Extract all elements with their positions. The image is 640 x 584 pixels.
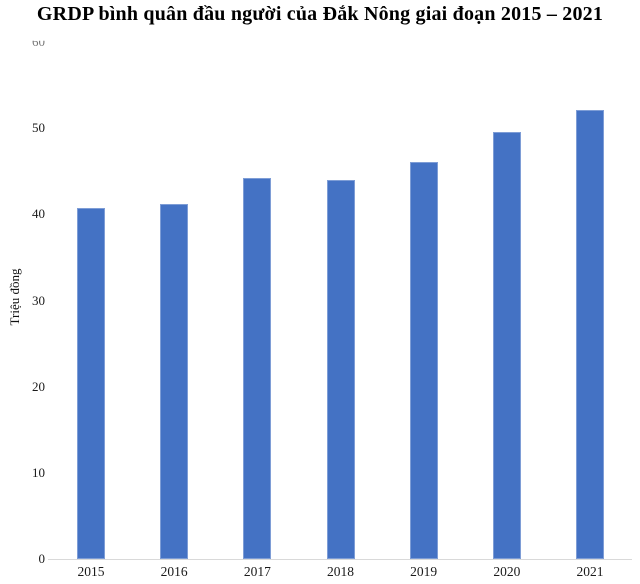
y-tick-label-60: 60 — [32, 34, 45, 49]
plot-area — [48, 42, 632, 560]
x-tick-label-2017: 2017 — [243, 564, 271, 579]
chart-title: GRDP bình quân đầu người của Đắk Nông gi… — [36, 3, 604, 25]
bar-2017 — [243, 178, 272, 559]
x-tick-label-2020: 2020 — [493, 564, 521, 579]
x-tick-label-2019: 2019 — [410, 564, 438, 579]
y-tick-label-30: 30 — [32, 292, 45, 308]
bar-2020 — [492, 132, 521, 559]
x-tick-label-2021: 2021 — [576, 564, 604, 579]
bar-2016 — [160, 204, 189, 559]
bar-2019 — [409, 162, 438, 559]
y-tick-label-40: 40 — [32, 206, 45, 222]
bar-2018 — [326, 180, 355, 559]
bar-2015 — [77, 208, 105, 559]
y-tick-label-20: 20 — [32, 378, 45, 394]
y-tick-label-0: 0 — [38, 551, 46, 566]
x-tick-label-2015: 2015 — [77, 564, 105, 579]
y-tick-label-10: 10 — [32, 464, 45, 480]
x-tick-label-2016: 2016 — [160, 564, 188, 579]
x-tick-label-2018: 2018 — [327, 564, 354, 579]
bar-2021 — [576, 110, 604, 559]
y-tick-label-50: 50 — [32, 120, 45, 136]
